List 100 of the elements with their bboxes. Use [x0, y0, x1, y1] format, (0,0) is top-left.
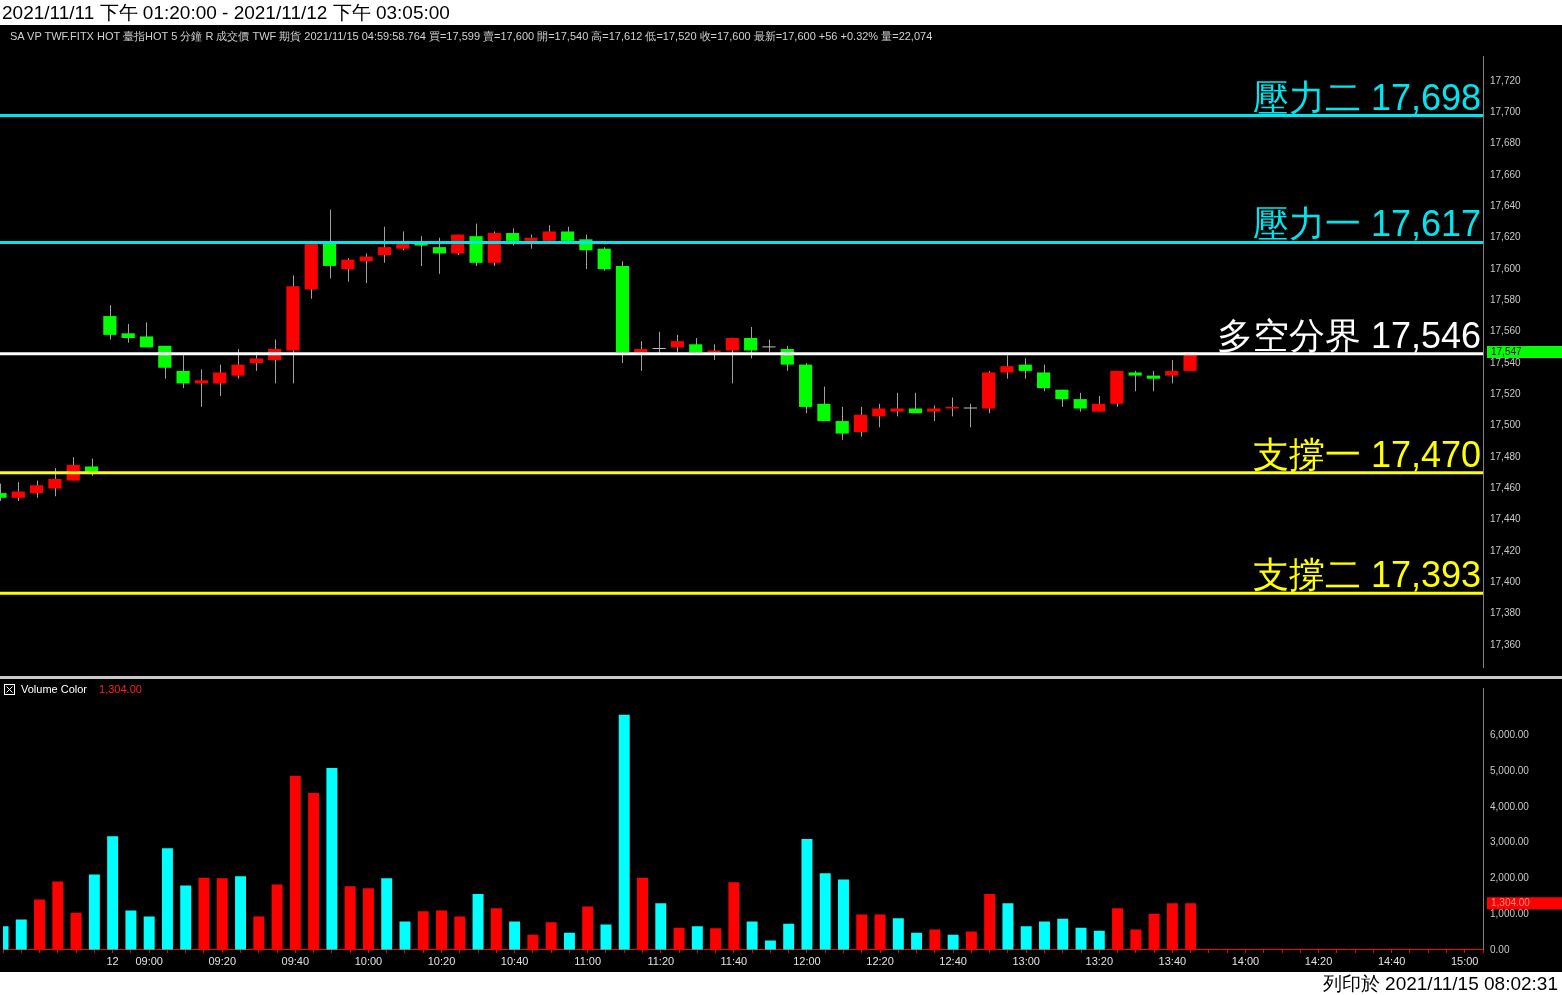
y-tick-label: 17,580 [1490, 294, 1522, 306]
bar [399, 921, 411, 950]
bar [1002, 903, 1014, 950]
bar [417, 911, 429, 950]
x-tick-label: 11:00 [574, 955, 602, 968]
x-tick-label: 12:00 [793, 955, 821, 968]
candlestick [139, 321, 154, 348]
x-tick-label: 11:20 [647, 955, 675, 968]
bar [1075, 927, 1087, 950]
bar [545, 922, 557, 950]
y-tick-label: 17,640 [1490, 200, 1522, 212]
bar [819, 873, 831, 950]
bar [527, 934, 539, 950]
x-tick-label: 10:40 [500, 955, 529, 968]
bar [1185, 903, 1197, 950]
ref-line-label: 支撐一 17,470 [1252, 433, 1481, 475]
bar [783, 923, 795, 950]
candlestick [48, 467, 62, 497]
candlestick [1146, 370, 1161, 392]
bar [1039, 921, 1050, 950]
chart-title: Volume Color [21, 683, 88, 696]
y-tick-label: 17,620 [1490, 231, 1522, 243]
bar [472, 894, 484, 950]
bar [161, 848, 173, 950]
ref-line-label: 壓力一 17,617 [1252, 203, 1481, 245]
y-tick-label: 5,000.00 [1490, 764, 1530, 776]
bar [947, 934, 959, 950]
candlestick [11, 481, 25, 502]
candlestick [103, 304, 117, 341]
x-tick-label: 10:20 [427, 955, 456, 968]
y-tick-label: 17,500 [1490, 419, 1522, 431]
bar [308, 793, 320, 950]
bar [911, 932, 923, 950]
bar [454, 916, 466, 950]
y-tick-label: 0.00 [1490, 943, 1510, 955]
candlestick [744, 326, 758, 359]
bar [563, 932, 575, 950]
bar [691, 926, 703, 950]
candlestick [432, 237, 446, 275]
text: 1,304.00 [1491, 896, 1531, 908]
y-tick-label: 17,660 [1490, 168, 1522, 180]
bar [1148, 913, 1160, 950]
x-tick-label: 11:40 [720, 955, 748, 968]
candlestick [835, 406, 849, 441]
ref-line-label: 多空分界 17,546 [1216, 314, 1481, 356]
bar [856, 914, 868, 950]
bar [107, 836, 119, 950]
candlestick [1018, 357, 1032, 380]
candlestick [121, 323, 135, 344]
candlestick [1128, 370, 1142, 392]
candlestick [1000, 354, 1014, 380]
candlestick [634, 340, 648, 372]
bar [381, 878, 393, 950]
bar [52, 881, 64, 950]
x-tick-label: 13:20 [1085, 955, 1114, 968]
bar [929, 929, 941, 950]
x-tick-label: 12:20 [866, 955, 894, 968]
x-tick-label: 15:00 [1450, 955, 1479, 968]
candlestick [176, 354, 190, 389]
x-tick-label: 14:40 [1377, 955, 1406, 968]
bar [1130, 929, 1142, 950]
bar [984, 894, 996, 950]
y-tick-label: 17,380 [1490, 607, 1522, 619]
x-tick-label: 13:40 [1158, 955, 1187, 968]
y-tick-label: 17,460 [1490, 482, 1522, 494]
bar [125, 910, 137, 950]
bar [673, 927, 685, 950]
bar [1020, 926, 1032, 950]
bar [801, 839, 813, 950]
y-tick-label: 2,000.00 [1490, 872, 1530, 884]
bar [965, 931, 977, 950]
y-tick-label: 17,600 [1490, 262, 1522, 274]
bar [637, 877, 648, 950]
bar [655, 903, 667, 950]
candlestick [377, 226, 392, 264]
y-tick-label: 4,000.00 [1490, 800, 1530, 812]
bar [490, 908, 502, 950]
annotation: 1,304.00 [99, 683, 142, 696]
candlestick [341, 257, 355, 283]
ref-line-label: 壓力二 17,698 [1252, 76, 1481, 118]
x-tick-label: 14:00 [1231, 955, 1260, 968]
bar [874, 914, 886, 950]
bar [235, 876, 247, 950]
candlestick [1073, 392, 1087, 413]
bar [509, 921, 521, 950]
bar [198, 877, 210, 950]
bar [88, 874, 100, 950]
x-tick-label: 12 [106, 955, 119, 968]
bar [892, 918, 904, 950]
candlestick [652, 331, 666, 355]
bar [34, 899, 46, 950]
candlestick [597, 246, 611, 272]
x-tick-label: 13:00 [1012, 955, 1040, 968]
y-tick-label: 17,540 [1490, 356, 1522, 368]
bar [344, 886, 356, 950]
bar [1112, 908, 1124, 950]
y-tick-label: 17,720 [1490, 74, 1522, 86]
candlestick [1037, 364, 1051, 392]
bar [216, 878, 228, 950]
bar [728, 882, 740, 950]
